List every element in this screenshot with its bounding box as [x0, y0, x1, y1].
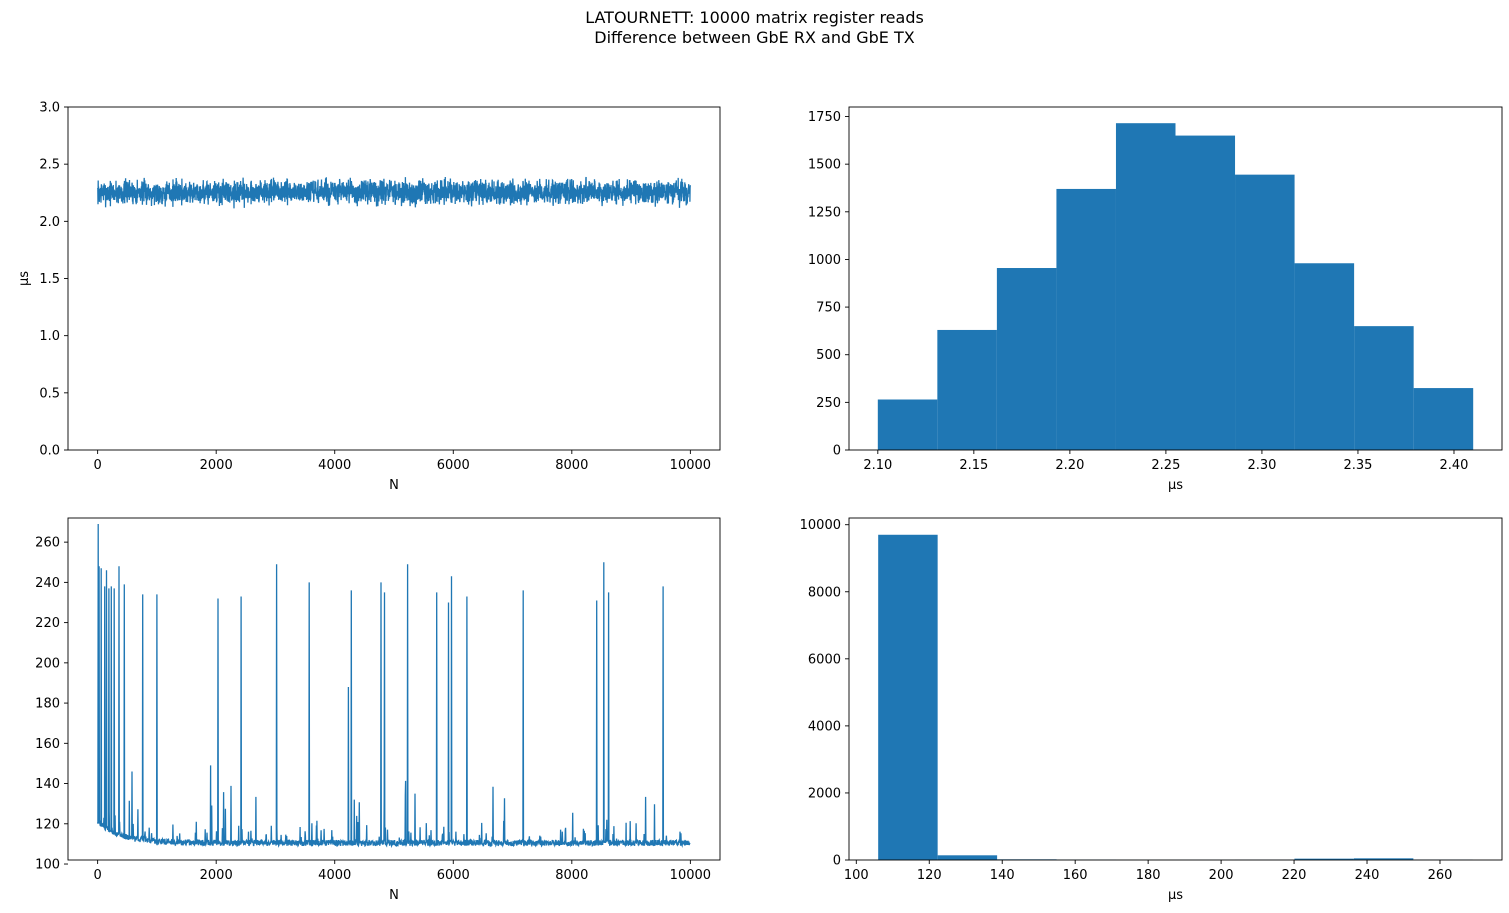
histogram-bar	[1115, 123, 1176, 451]
y-tick-label: 8000	[808, 585, 841, 600]
histogram-bar	[1294, 858, 1354, 860]
y-tick-label: 0	[833, 854, 841, 869]
y-tick-label: 4000	[808, 719, 841, 734]
x-tick-label: 8000	[555, 868, 588, 883]
y-axis-label: µs	[17, 271, 32, 286]
x-tick-label: 2000	[200, 458, 233, 473]
histogram-bar	[877, 399, 938, 450]
x-tick-label: 2.25	[1151, 458, 1180, 473]
axes-frame	[848, 517, 1503, 861]
x-tick-label: 2.30	[1247, 458, 1276, 473]
panel-rx-tx-histogram: 2.10 2.15 2.20 2.25 2.30 2.35 2.40 0 250 500 750 10…	[808, 106, 1503, 493]
y-tick-label: 200	[35, 656, 60, 671]
histogram-bar	[1235, 174, 1295, 450]
x-tick-label: 8000	[555, 458, 588, 473]
series-line	[96, 176, 691, 209]
y-tick-label: 140	[35, 777, 60, 792]
x-tick-label: 0	[93, 868, 101, 883]
histogram-bar	[878, 534, 938, 860]
panel-reads-trace: 0 2000 4000 6000 8000 10000 100 120 140 160 180 200…	[35, 517, 721, 903]
x-axis-label: µs	[1168, 478, 1183, 493]
y-tick-label: 1250	[808, 205, 841, 220]
x-tick-label: 2.10	[863, 458, 892, 473]
y-tick-label: 180	[35, 697, 60, 712]
x-tick-label: 10000	[670, 868, 711, 883]
y-tick-label: 1000	[808, 253, 841, 268]
y-tick-label: 3.0	[39, 101, 60, 116]
x-tick-label: 4000	[318, 458, 351, 473]
y-tick-label: 750	[816, 301, 841, 316]
series-line	[96, 523, 691, 849]
y-tick-label: 10000	[800, 518, 841, 533]
y-tick-label: 0	[833, 444, 841, 459]
x-axis-label: N	[389, 478, 399, 493]
histogram-bars	[877, 123, 1474, 451]
histogram-bar	[937, 855, 998, 860]
y-tick-label: 2.5	[39, 158, 60, 173]
y-tick-label: 260	[35, 536, 60, 551]
histogram-bar	[1175, 135, 1236, 451]
y-tick-label: 1.5	[39, 272, 60, 287]
x-tick-label: 6000	[437, 458, 470, 473]
x-tick-label: 6000	[437, 868, 470, 883]
x-tick-label: 10000	[670, 458, 711, 473]
axes-frame	[848, 106, 1503, 451]
y-tick-label: 1.0	[39, 329, 60, 344]
histogram-bar	[1056, 188, 1116, 450]
y-tick-label: 2000	[808, 786, 841, 801]
x-tick-label: 2000	[200, 868, 233, 883]
panel-rx-tx-trace: 0 2000 4000 6000 8000 10000 0.0 0.5 1.0 1.5 2.0 2.5…	[17, 101, 721, 493]
histogram-bar	[996, 268, 1057, 450]
y-tick-label: 1500	[808, 158, 841, 173]
figure-title: LATOURNETT: 10000 matrix register reads …	[0, 8, 1509, 48]
y-tick-label: 240	[35, 576, 60, 591]
x-axis-label: µs	[1168, 888, 1183, 903]
y-tick-label: 0.0	[39, 444, 60, 459]
y-tick-label: 0.5	[39, 386, 60, 401]
y-tick-label: 1750	[808, 110, 841, 125]
x-tick-label: 240	[1355, 868, 1380, 883]
y-tick-label: 250	[816, 396, 841, 411]
y-tick-label: 2.0	[39, 215, 60, 230]
y-tick-label: 6000	[808, 652, 841, 667]
figure-title-line-1: LATOURNETT: 10000 matrix register reads	[585, 8, 924, 27]
x-tick-label: 180	[1136, 868, 1161, 883]
histogram-bar	[1413, 388, 1474, 450]
histogram-bar	[1294, 263, 1355, 450]
x-tick-label: 220	[1282, 868, 1307, 883]
x-tick-label: 2.20	[1055, 458, 1084, 473]
histogram-bar	[1354, 326, 1414, 450]
axes-frame	[67, 106, 721, 451]
histogram-bars	[878, 534, 1473, 860]
y-tick-label: 120	[35, 817, 60, 832]
x-tick-label: 0	[93, 458, 101, 473]
axes-frame	[67, 517, 721, 861]
y-tick-label: 160	[35, 737, 60, 752]
y-tick-label: 100	[35, 858, 60, 873]
y-tick-label: 220	[35, 616, 60, 631]
x-tick-label: 140	[990, 868, 1015, 883]
x-tick-label: 200	[1209, 868, 1234, 883]
x-tick-label: 2.35	[1343, 458, 1372, 473]
x-tick-label: 2.40	[1440, 458, 1469, 473]
x-tick-label: 160	[1063, 868, 1088, 883]
x-tick-label: 2.15	[959, 458, 988, 473]
x-axis-label: N	[389, 888, 399, 903]
x-tick-label: 4000	[318, 868, 351, 883]
y-tick-label: 500	[816, 348, 841, 363]
x-tick-label: 100	[844, 868, 869, 883]
x-tick-label: 260	[1428, 868, 1453, 883]
panel-reads-histogram: 100 120 140 160 180 200 220 240 260 0 2000 4000 6000…	[800, 517, 1503, 903]
histogram-bar	[1353, 858, 1414, 860]
x-tick-label: 120	[917, 868, 942, 883]
figure-title-line-2: Difference between GbE RX and GbE TX	[594, 28, 915, 47]
histogram-bar	[937, 329, 997, 450]
